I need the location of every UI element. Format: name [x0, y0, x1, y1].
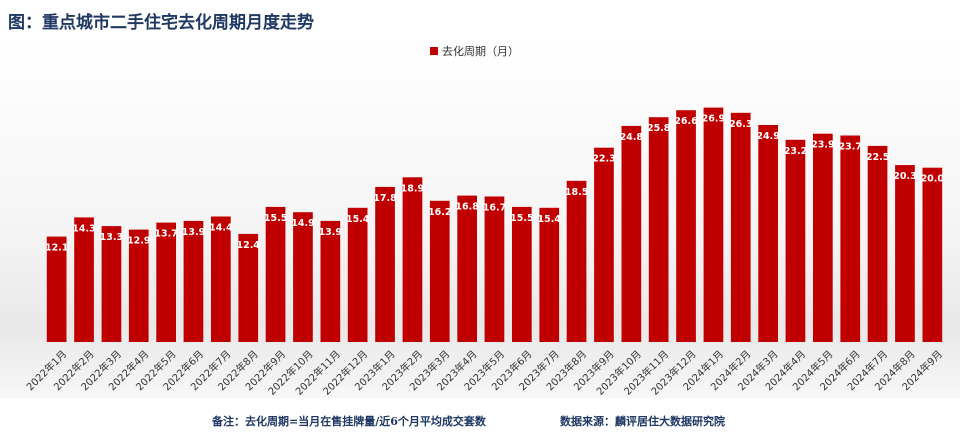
bar-1: [46, 236, 67, 342]
data-label-23: 25.8: [647, 123, 671, 134]
data-label-11: 13.9: [319, 227, 342, 238]
bar-6: [183, 220, 204, 342]
data-label-18: 15.5: [510, 213, 533, 224]
bar-28: [785, 139, 806, 342]
data-label-22: 24.8: [620, 132, 644, 143]
bar-11: [320, 220, 341, 342]
bar-27: [758, 125, 778, 342]
data-label-14: 18.9: [401, 183, 424, 194]
data-label-26: 26.3: [729, 119, 752, 130]
data-label-12: 15.4: [346, 214, 370, 225]
data-label-6: 13.9: [182, 227, 205, 238]
data-label-17: 16.7: [483, 203, 506, 214]
data-label-5: 13.7: [154, 229, 177, 240]
bar-13: [375, 186, 395, 342]
data-label-7: 14.4: [209, 223, 233, 234]
data-label-24: 26.6: [674, 116, 698, 127]
bar-33: [922, 167, 943, 342]
data-label-20: 18.5: [565, 187, 588, 198]
data-label-27: 24.9: [756, 131, 779, 142]
data-label-4: 12.9: [127, 236, 150, 247]
data-label-25: 26.9: [702, 114, 725, 125]
bar-20: [566, 180, 587, 342]
data-label-29: 23.9: [811, 140, 834, 151]
bar-3: [101, 226, 122, 342]
bar-25: [703, 107, 724, 342]
bar-18: [512, 206, 532, 342]
bar-31: [867, 145, 888, 342]
data-label-8: 12.4: [236, 240, 260, 251]
legend: 去化周期（月）: [430, 43, 519, 59]
bar-4: [128, 229, 149, 342]
bar-23: [648, 117, 669, 342]
data-label-10: 14.9: [291, 218, 314, 229]
data-label-19: 15.4: [537, 214, 561, 225]
bar-26: [730, 112, 751, 342]
bar-29: [813, 133, 833, 342]
chart-title: 图：重点城市二手住宅去化周期月度走势: [8, 13, 314, 33]
data-label-15: 16.2: [428, 207, 451, 218]
data-label-9: 15.5: [264, 213, 287, 224]
data-label-16: 16.8: [455, 202, 479, 213]
legend-label: 去化周期（月）: [442, 45, 519, 58]
data-label-2: 14.3: [72, 223, 95, 234]
legend-swatch: [430, 47, 438, 55]
data-label-1: 12.1: [45, 243, 68, 254]
bar-24: [676, 110, 696, 342]
bar-14: [402, 177, 423, 342]
data-label-32: 20.3: [893, 171, 916, 182]
data-label-28: 23.2: [784, 146, 807, 157]
bar-10: [293, 212, 313, 342]
bar-32: [895, 165, 915, 342]
bar-22: [621, 125, 642, 343]
bar-15: [429, 200, 450, 342]
bar-17: [484, 196, 505, 342]
data-label-33: 20.0: [921, 174, 945, 185]
bar-30: [840, 135, 861, 342]
data-label-21: 22.3: [592, 154, 615, 165]
footnote-source: 数据来源：麟评居住大数据研究院: [560, 415, 725, 428]
bar-19: [539, 207, 560, 342]
data-label-30: 23.7: [838, 142, 861, 153]
data-label-3: 13.3: [100, 232, 123, 243]
bar-7: [211, 216, 231, 342]
data-label-31: 22.5: [866, 152, 889, 163]
bar-21: [594, 147, 614, 342]
footnote-definition: 备注：去化周期=当月在售挂牌量/近6个月平均成交套数: [212, 415, 486, 428]
bar-8: [238, 233, 259, 342]
bar-2: [74, 217, 94, 342]
bar-9: [265, 206, 286, 342]
bar-5: [156, 222, 176, 342]
bar-16: [457, 195, 477, 342]
bar-12: [347, 207, 368, 342]
data-label-13: 17.8: [373, 193, 397, 204]
